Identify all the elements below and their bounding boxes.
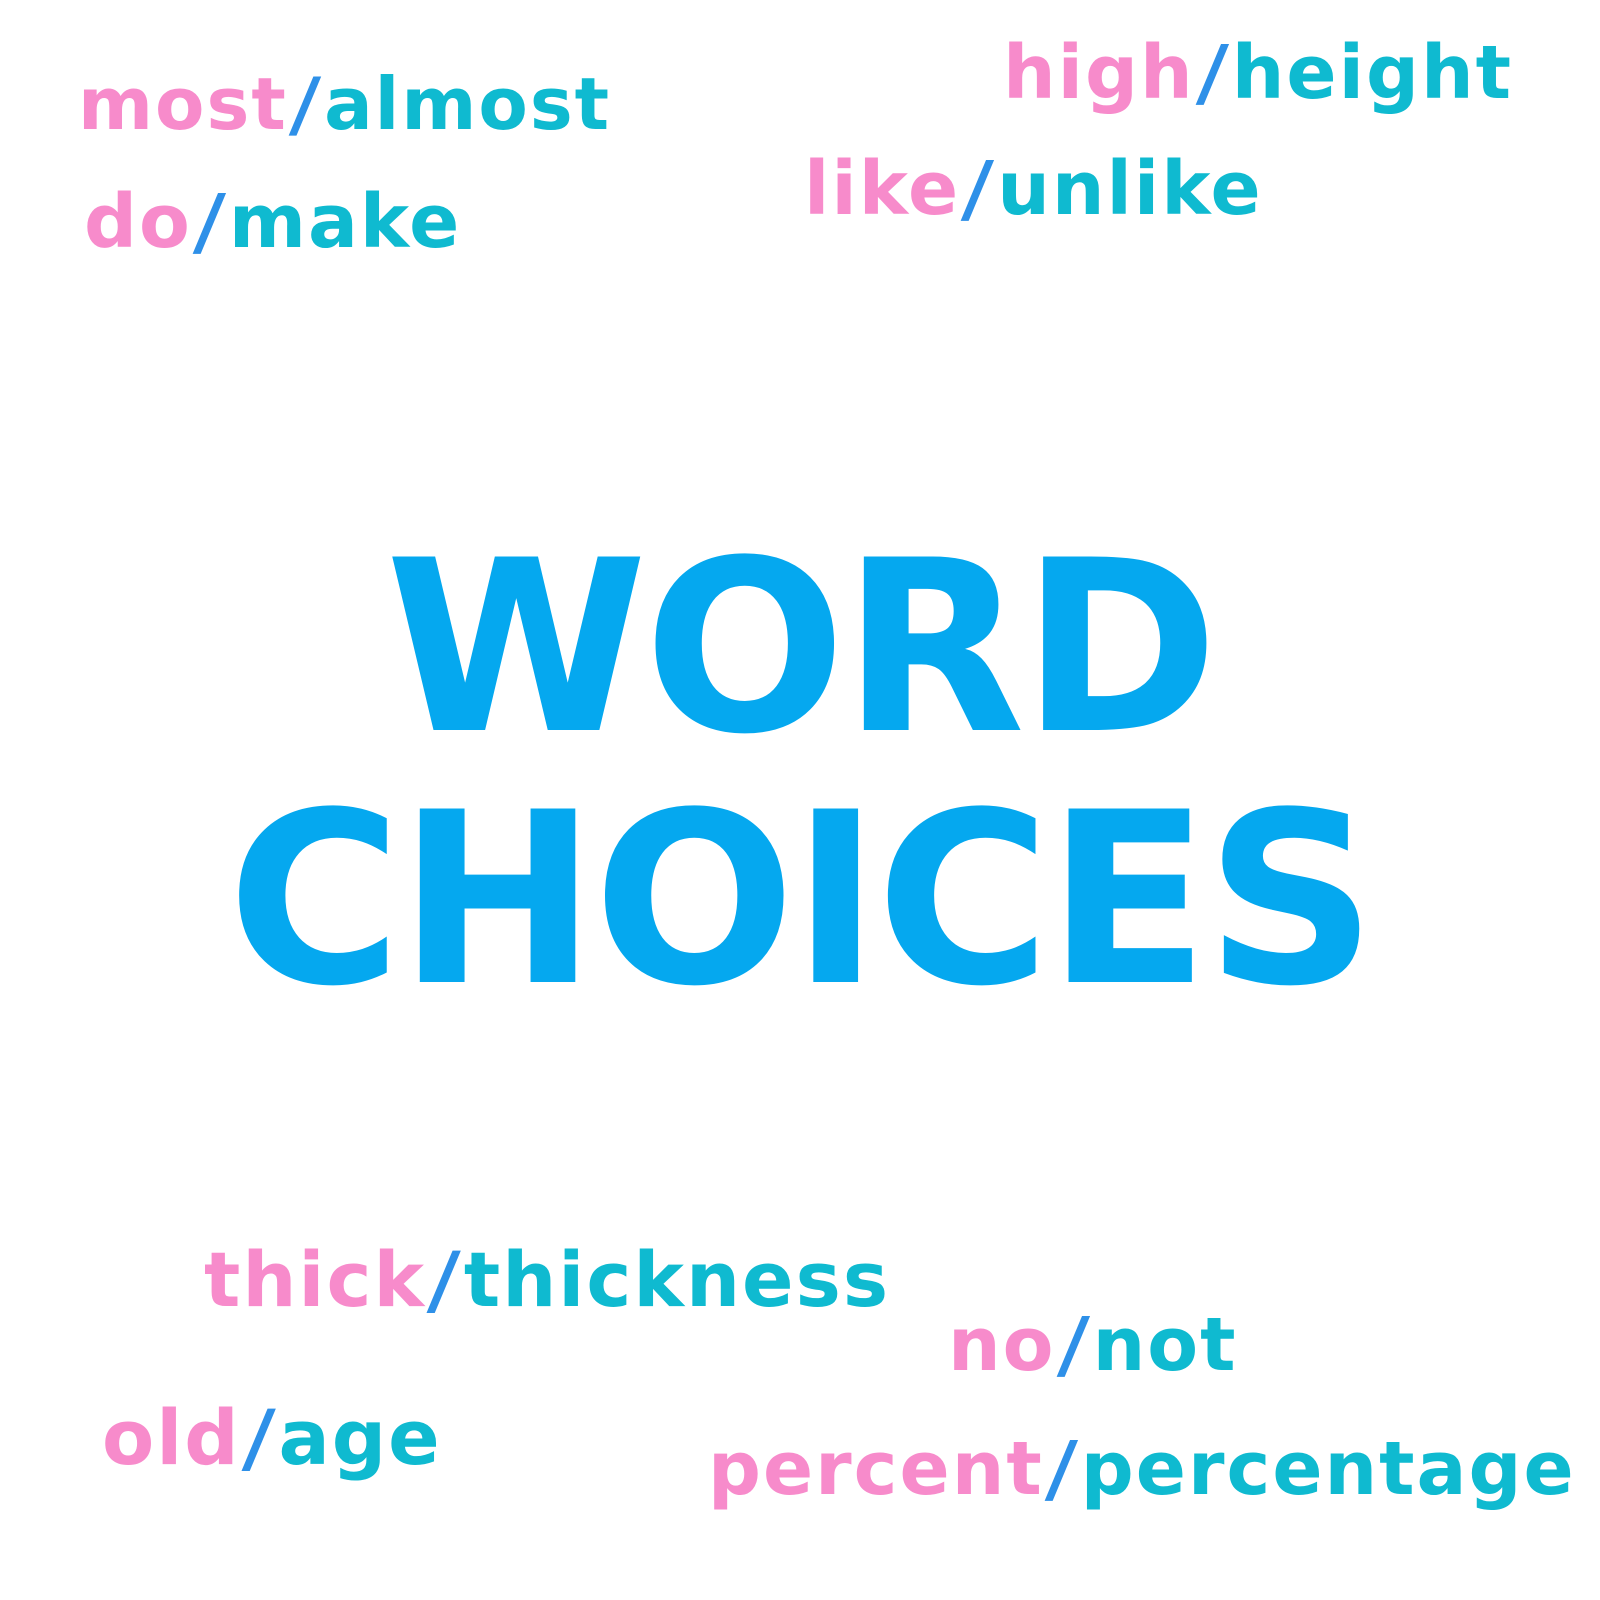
- word-most: most: [78, 62, 288, 146]
- slash-separator: /: [1055, 1302, 1094, 1388]
- slash-separator: /: [425, 1235, 465, 1324]
- word-thickness: thickness: [463, 1235, 891, 1324]
- word-make: make: [228, 179, 462, 265]
- slash-separator: /: [1043, 1426, 1082, 1512]
- title-word: WORD: [385, 510, 1219, 787]
- word-not: not: [1092, 1302, 1238, 1388]
- pair-thick-thickness: thick/thickness: [204, 1235, 890, 1324]
- word-unlike: unlike: [997, 146, 1263, 232]
- word-age: age: [278, 1393, 442, 1482]
- word-old: old: [102, 1393, 241, 1482]
- word-high: high: [1003, 30, 1195, 116]
- word-almost: almost: [324, 62, 612, 146]
- word-percent: percent: [708, 1426, 1044, 1512]
- word-no: no: [948, 1302, 1056, 1388]
- word-thick: thick: [204, 1235, 427, 1324]
- slash-separator: /: [287, 62, 325, 146]
- pair-no-not: no/not: [948, 1302, 1237, 1388]
- slash-separator: /: [191, 179, 230, 265]
- slash-separator: /: [959, 146, 998, 232]
- slash-separator: /: [1194, 30, 1233, 116]
- word-percentage: percentage: [1080, 1426, 1576, 1512]
- pair-percent-percentage: percent/percentage: [708, 1426, 1576, 1512]
- word-do: do: [84, 179, 192, 265]
- pair-like-unlike: like/unlike: [804, 146, 1263, 232]
- slash-separator: /: [240, 1393, 280, 1482]
- pair-high-height: high/height: [1003, 30, 1513, 116]
- word-height: height: [1231, 30, 1513, 116]
- pair-most-almost: most/almost: [78, 62, 611, 146]
- word-like: like: [804, 146, 961, 232]
- pair-old-age: old/age: [102, 1393, 442, 1482]
- title-choices: CHOICES: [227, 762, 1376, 1039]
- pair-do-make: do/make: [84, 179, 461, 265]
